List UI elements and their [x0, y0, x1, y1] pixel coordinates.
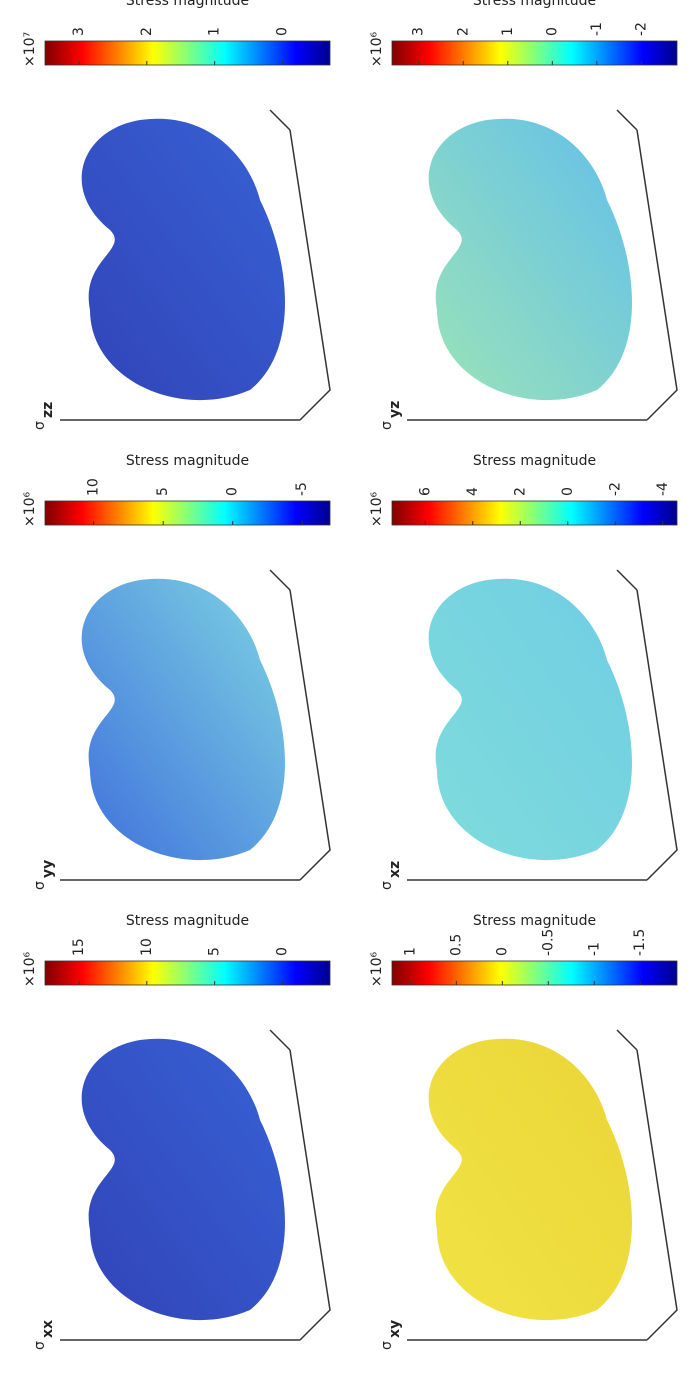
- panel-title: σ: [32, 1341, 48, 1350]
- colorbar-tick-label: 2: [512, 487, 528, 496]
- panel-subscript: xx: [40, 1320, 56, 1338]
- panel-subscript: xy: [387, 1320, 403, 1338]
- panel-subscript: xz: [387, 861, 403, 878]
- colorbar: [44, 500, 331, 526]
- colorbar-label: Stress magnitude: [473, 0, 596, 9]
- colorbar-tick-label: -0.5: [540, 929, 556, 956]
- axis-frame: [60, 1029, 331, 1341]
- colorbar-tick-label: -1: [589, 22, 605, 36]
- colorbar-tick-label: -5: [294, 482, 310, 496]
- colorbar-label: Stress magnitude: [473, 913, 596, 929]
- panel-title: σ: [32, 421, 48, 430]
- colorbar-tick-label: 0.5: [448, 934, 464, 956]
- axis-frame: [407, 109, 678, 421]
- axis-frame: [407, 569, 678, 881]
- colorbar-label: Stress magnitude: [473, 453, 596, 469]
- axis-frame: [407, 1029, 678, 1341]
- colorbar-tick-label: 10: [139, 938, 155, 956]
- colorbar-exponent: ×10⁶: [369, 31, 385, 67]
- colorbar-tick-label: 0: [494, 947, 510, 956]
- point-cloud: [81, 578, 285, 860]
- colorbar-tick-label: -1.5: [632, 929, 648, 956]
- panel: σ xx 0 5 10 15 ×10⁶ Stress magnitude: [22, 913, 331, 1350]
- colorbar-tick-label: 15: [71, 938, 87, 956]
- colorbar-tick-label: 0: [560, 487, 576, 496]
- axis-frame: [60, 569, 331, 881]
- point-cloud: [81, 118, 285, 400]
- colorbar: [391, 960, 678, 986]
- panel-subscript: zz: [40, 402, 56, 418]
- colorbar-tick-label: 10: [86, 478, 102, 496]
- colorbar-exponent: ×10⁶: [369, 951, 385, 987]
- panel-title: σ: [32, 881, 48, 890]
- colorbar-tick-label: -2: [607, 482, 623, 496]
- colorbar-tick-label: 1: [207, 27, 223, 36]
- colorbar-exponent: ×10⁶: [22, 951, 38, 987]
- colorbar-tick-label: 5: [207, 947, 223, 956]
- colorbar-label: Stress magnitude: [126, 913, 249, 929]
- colorbar-tick-label: 0: [544, 27, 560, 36]
- point-cloud: [428, 1038, 632, 1320]
- colorbar-tick-label: -2: [633, 22, 649, 36]
- point-cloud: [428, 578, 632, 860]
- colorbar-tick-label: 1: [402, 947, 418, 956]
- panel: σ yz -2 -1 0 1 2 3 ×10⁶ Stress magnitude: [369, 0, 678, 430]
- colorbar-tick-label: 5: [155, 487, 171, 496]
- colorbar-tick-label: -1: [586, 942, 602, 956]
- colorbar-tick-label: 3: [411, 27, 427, 36]
- colorbar-label: Stress magnitude: [126, 453, 249, 469]
- colorbar-tick-label: 4: [465, 487, 481, 496]
- colorbar: [44, 960, 331, 986]
- panel-subscript: yz: [387, 401, 403, 418]
- colorbar-exponent: ×10⁶: [22, 491, 38, 527]
- panel: σ xz -4 -2 0 2 4 6 ×10⁶ Stress magnitude: [369, 453, 678, 890]
- colorbar: [391, 40, 678, 66]
- colorbar-tick-label: 6: [417, 487, 433, 496]
- colorbar-tick-label: -4: [655, 482, 671, 496]
- colorbar-exponent: ×10⁶: [369, 491, 385, 527]
- point-cloud: [428, 118, 632, 400]
- panel-subscript: yy: [40, 860, 56, 878]
- colorbar: [391, 500, 678, 526]
- colorbar-tick-label: 2: [139, 27, 155, 36]
- panel: σ xy -1.5 -1 -0.5 0 0.5 1 ×10⁶ Stress magnitude: [369, 913, 678, 1350]
- colorbar-label: Stress magnitude: [126, 0, 249, 9]
- colorbar: [44, 40, 331, 66]
- colorbar-tick-label: 0: [225, 487, 241, 496]
- colorbar-tick-label: 3: [71, 27, 87, 36]
- colorbar-tick-label: 2: [455, 27, 471, 36]
- panel: σ yy -5 0 5 10 ×10⁶ Stress magnitude: [22, 453, 331, 890]
- colorbar-tick-label: 0: [275, 947, 291, 956]
- colorbar-tick-label: 0: [275, 27, 291, 36]
- panel-title: σ: [379, 1341, 395, 1350]
- colorbar-tick-label: 1: [500, 27, 516, 36]
- panel-title: σ: [379, 881, 395, 890]
- colorbar-exponent: ×10⁷: [22, 32, 38, 67]
- axis-frame: [60, 109, 331, 421]
- panel: σ zz 0 1 2 3 ×10⁷ Stress magnitude: [22, 0, 331, 430]
- point-cloud: [81, 1038, 285, 1320]
- panel-title: σ: [379, 421, 395, 430]
